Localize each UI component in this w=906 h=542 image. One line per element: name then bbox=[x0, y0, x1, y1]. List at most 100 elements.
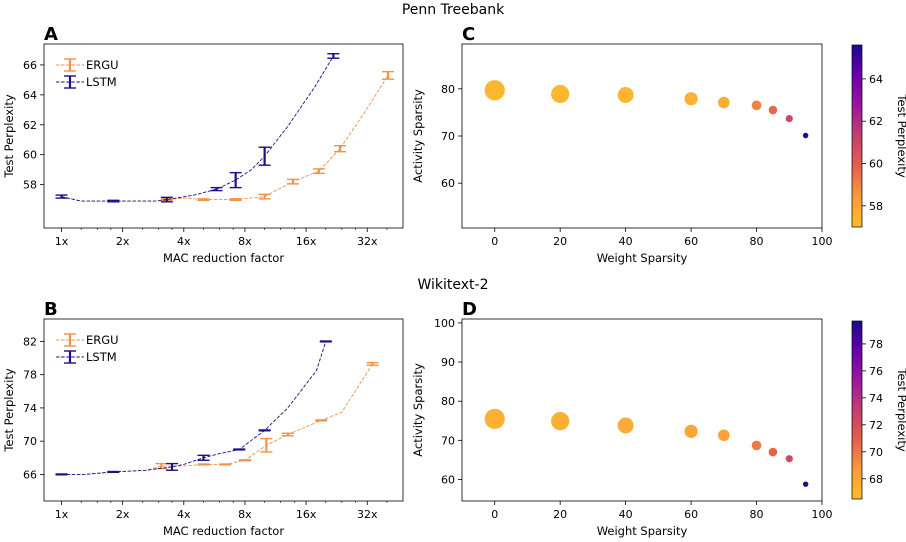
plot-frame bbox=[461, 43, 823, 229]
legend-label: LSTM bbox=[86, 75, 117, 89]
legend-item-lstm: LSTM bbox=[56, 75, 117, 89]
scatter-point bbox=[484, 408, 505, 429]
ergu-error-bar bbox=[287, 178, 300, 185]
x-tick-label: 16x bbox=[296, 235, 317, 248]
ergu-error-bar bbox=[197, 463, 210, 466]
lstm-error-bar bbox=[258, 146, 271, 166]
ergu-error-bar bbox=[219, 463, 232, 466]
x-tick-label: 1x bbox=[55, 508, 69, 521]
scatter-point bbox=[684, 424, 698, 438]
scatter-point bbox=[684, 92, 698, 106]
x-tick-label: 100 bbox=[812, 235, 833, 248]
x-tick-label: 20 bbox=[553, 235, 567, 248]
legend-item-ergu: ERGU bbox=[56, 333, 119, 347]
lstm-error-bar bbox=[258, 429, 271, 432]
colorbar-label: Test Perplexity bbox=[895, 367, 906, 452]
scatter-point bbox=[617, 417, 634, 434]
x-tick-label: 32x bbox=[357, 508, 378, 521]
y-tick-label: 62 bbox=[23, 119, 37, 132]
x-tick-label: 100 bbox=[812, 508, 833, 521]
ergu-error-bar bbox=[238, 459, 251, 462]
lstm-error-bar bbox=[319, 340, 332, 343]
lstm-error-bar bbox=[55, 194, 68, 199]
panel-letter: B bbox=[44, 299, 58, 320]
ergu-series-line bbox=[61, 75, 389, 202]
y-tick-label: 60 bbox=[441, 177, 455, 190]
scatter-point bbox=[802, 132, 809, 139]
colorbar-tick-label: 78 bbox=[869, 338, 883, 351]
legend-label: ERGU bbox=[86, 333, 119, 347]
x-tick-label: 2x bbox=[116, 235, 130, 248]
legend: ERGU LSTM bbox=[56, 333, 119, 364]
x-tick-label: 0 bbox=[491, 235, 498, 248]
y-axis-label: Test Perplexity bbox=[2, 368, 16, 453]
x-tick-label: 40 bbox=[619, 235, 633, 248]
x-tick-label: 20 bbox=[553, 508, 567, 521]
lstm-error-bar bbox=[55, 473, 68, 476]
plot-frame bbox=[461, 318, 823, 502]
colorbar-label: Test Perplexity bbox=[895, 93, 906, 178]
x-tick-label: 8x bbox=[238, 235, 252, 248]
lstm-error-bar bbox=[107, 199, 120, 203]
scatter-point bbox=[617, 86, 634, 103]
y-tick-label: 100 bbox=[434, 317, 455, 330]
scatter-point bbox=[751, 440, 762, 451]
ergu-error-bar bbox=[258, 193, 271, 200]
x-tick-label: 1x bbox=[55, 235, 69, 248]
panel-a: A 1x 2x 4x 8x 16x 32x 58 60 62 64 66 MAC reduction f… bbox=[2, 24, 404, 265]
legend-item-ergu: ERGU bbox=[56, 58, 119, 72]
colorbar-tick-label: 68 bbox=[869, 473, 883, 486]
panel-b: B 1x 2x 4x 8x 16x 32x 66 70 74 78 82 MAC reduction f… bbox=[2, 299, 404, 538]
scatter-point bbox=[785, 114, 793, 123]
ergu-error-bar bbox=[281, 432, 294, 437]
colorbar bbox=[851, 320, 863, 500]
panel-d: D 0 20 40 60 80 100 60 70 80 90 100 Weight Sparsity A… bbox=[411, 299, 906, 538]
lstm-error-bar bbox=[160, 196, 173, 203]
lstm-error-bar bbox=[107, 470, 120, 474]
ergu-error-bar bbox=[229, 198, 242, 202]
x-tick-label: 16x bbox=[296, 508, 317, 521]
ergu-series-line bbox=[61, 363, 373, 475]
y-tick-label: 78 bbox=[23, 369, 37, 382]
colorbar-tick-label: 58 bbox=[869, 200, 883, 213]
y-tick-label: 80 bbox=[441, 395, 455, 408]
x-axis-label: Weight Sparsity bbox=[597, 524, 688, 538]
y-axis-label: Activity Sparsity bbox=[411, 363, 425, 457]
scatter-point bbox=[718, 96, 730, 109]
plot-frame bbox=[43, 43, 404, 229]
panel-letter: A bbox=[44, 24, 58, 45]
colorbar-tick-label: 72 bbox=[869, 419, 883, 432]
colorbar-tick-label: 74 bbox=[869, 392, 883, 405]
colorbar bbox=[851, 44, 863, 228]
scatter-point bbox=[718, 429, 730, 442]
ergu-error-bar bbox=[312, 168, 325, 175]
legend-label: ERGU bbox=[86, 58, 119, 72]
ergu-error-bar bbox=[366, 361, 379, 366]
scatter-point bbox=[785, 455, 793, 463]
y-tick-label: 60 bbox=[23, 149, 37, 162]
y-tick-label: 60 bbox=[441, 473, 455, 486]
lstm-error-bar bbox=[197, 454, 210, 461]
y-tick-label: 70 bbox=[441, 434, 455, 447]
x-tick-label: 60 bbox=[684, 235, 698, 248]
y-tick-label: 90 bbox=[441, 356, 455, 369]
ergu-error-bar bbox=[260, 437, 273, 453]
ergu-error-bar bbox=[333, 145, 346, 153]
lstm-error-bar bbox=[229, 171, 242, 189]
colorbar-tick-label: 64 bbox=[869, 73, 883, 86]
x-tick-label: 4x bbox=[177, 508, 191, 521]
x-tick-label: 40 bbox=[619, 508, 633, 521]
x-axis-label: Weight Sparsity bbox=[597, 251, 688, 265]
x-tick-label: 8x bbox=[238, 508, 252, 521]
y-tick-label: 64 bbox=[23, 89, 37, 102]
y-tick-label: 74 bbox=[23, 402, 37, 415]
y-tick-label: 66 bbox=[23, 59, 37, 72]
panel-letter: D bbox=[462, 299, 477, 320]
colorbar-tick-label: 70 bbox=[869, 446, 883, 459]
y-tick-label: 66 bbox=[23, 468, 37, 481]
x-tick-label: 60 bbox=[684, 508, 698, 521]
panel-c: C 0 20 40 60 80 100 60 70 80 Weight Sparsity Activi… bbox=[411, 24, 906, 265]
lstm-error-bar bbox=[210, 186, 223, 192]
y-tick-label: 70 bbox=[23, 435, 37, 448]
